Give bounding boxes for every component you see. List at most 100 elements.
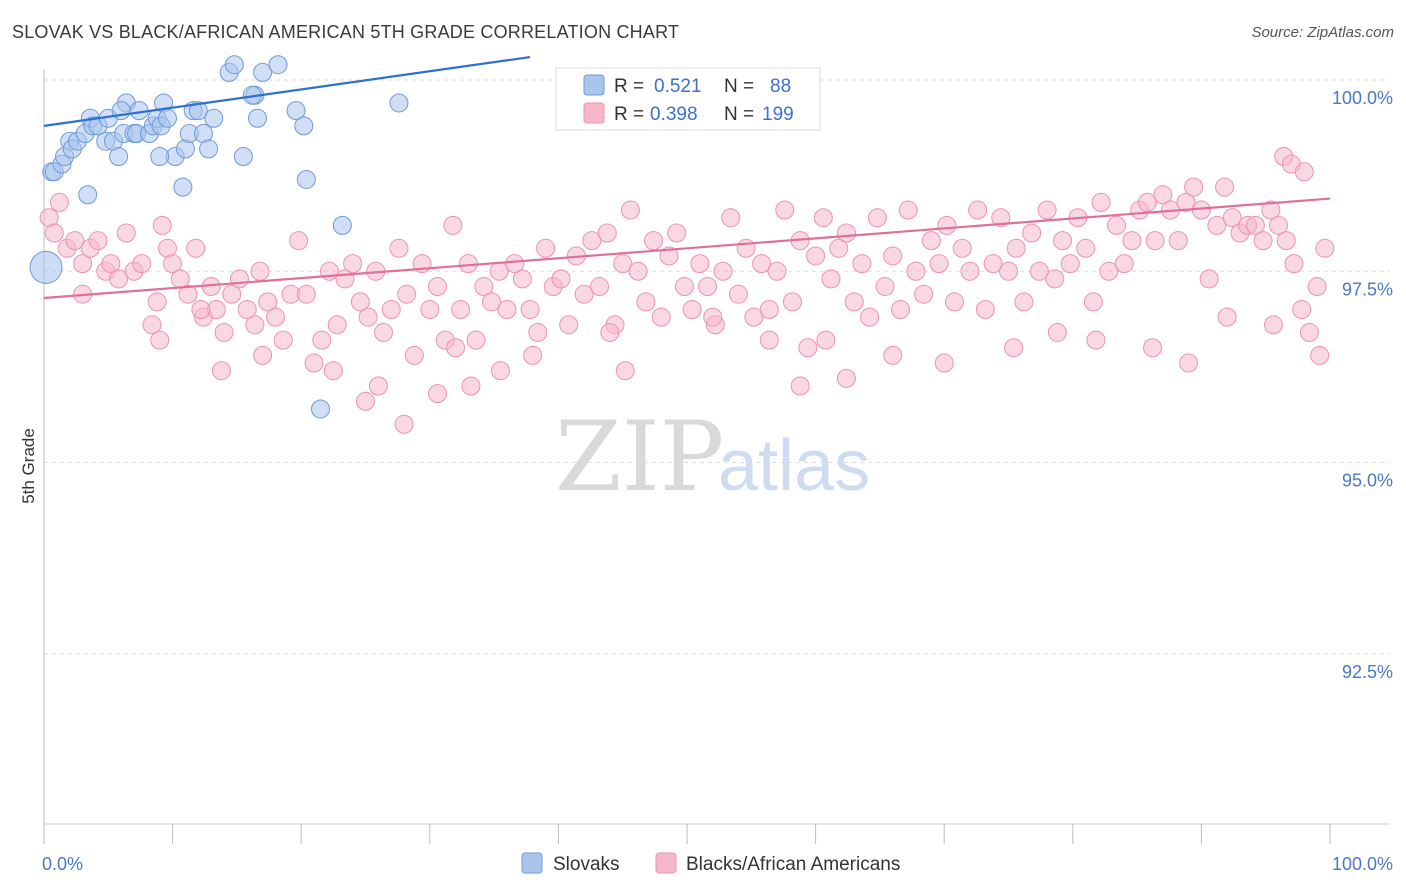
legend-r-value-2: 0.398	[650, 104, 698, 125]
blacks-point-166	[1299, 322, 1319, 342]
legend-n-label-2: N =	[724, 104, 754, 125]
source-label: Source: ZipAtlas.com	[1251, 24, 1394, 41]
blacks-point-147	[1153, 185, 1173, 205]
blacks-point-120	[944, 292, 964, 312]
blacks-point-16	[152, 215, 172, 235]
blacks-point-9	[101, 254, 121, 274]
slovaks-point-35	[204, 108, 224, 128]
watermark: ZIP atlas	[555, 401, 870, 513]
legend-bottom-swatch-blacks	[655, 852, 677, 874]
blacks-point-52	[420, 300, 440, 319]
blacks-point-29	[245, 315, 265, 335]
blacks-point-186	[1047, 322, 1067, 342]
blacks-point-75	[597, 223, 617, 243]
blacks-point-43	[350, 292, 370, 312]
blacks-point-83	[659, 246, 679, 266]
slovaks-point-89	[332, 215, 352, 235]
blacks-point-125	[983, 254, 1003, 274]
blacks-point-189	[1179, 353, 1199, 373]
y-tick-label-3: 92.5%	[1342, 662, 1393, 682]
legend-n-label-1: N =	[724, 76, 754, 97]
blacks-point-86	[682, 300, 702, 319]
legend-r-value-1: 0.521	[654, 76, 702, 97]
blacks-point-95	[752, 254, 772, 274]
blacks-point-116	[914, 284, 934, 304]
chart-title: SLOVAK VS BLACK/AFRICAN AMERICAN 5TH GRA…	[12, 22, 680, 42]
blacks-point-168	[1315, 238, 1335, 258]
blacks-point-81	[644, 231, 664, 251]
blacks-point-187	[1086, 330, 1106, 350]
slovaks-point-50	[294, 116, 314, 136]
blacks-point-72	[574, 284, 594, 304]
blacks-point-143	[1122, 231, 1142, 251]
watermark-atlas: atlas	[718, 426, 870, 506]
blacks-point-138	[1083, 292, 1103, 312]
blacks-point-146	[1145, 231, 1165, 251]
watermark-zip: ZIP	[555, 401, 724, 513]
blacks-point-159	[1245, 215, 1265, 235]
blacks-point-115	[906, 261, 926, 281]
x-axis-labels: 0.0% 100.0%	[42, 854, 1393, 874]
slovaks-point-94	[310, 399, 330, 419]
blacks-point-85	[674, 277, 694, 297]
blacks-point-162	[1269, 215, 1289, 235]
blacks-point-67	[536, 238, 556, 258]
blacks-point-130	[1022, 223, 1042, 243]
blacks-point-160	[1253, 231, 1273, 251]
blacks-point-153	[1199, 269, 1219, 289]
blacks-point-56	[451, 300, 471, 319]
legend-stats: R = 0.521 N = 88 R = 0.398 N = 199	[555, 67, 821, 131]
blacks-point-38	[312, 330, 332, 350]
blacks-point-165	[1292, 300, 1312, 319]
blacks-point-174	[323, 361, 343, 381]
legend-n-value-2: 199	[762, 104, 794, 125]
blacks-point-140	[1099, 261, 1119, 281]
blacks-point-79	[628, 261, 648, 281]
blacks-point-114	[898, 200, 918, 220]
blacks-point-50	[404, 345, 424, 365]
legend-bottom-swatch-slovaks	[521, 852, 543, 874]
blacks-point-57	[458, 254, 478, 274]
blacks-point-118	[929, 254, 949, 274]
blacks-point-156	[1222, 208, 1242, 228]
blacks-point-149	[1168, 231, 1188, 251]
blacks-point-188	[1143, 338, 1163, 358]
slovaks-trend-line	[43, 55, 531, 127]
blacks-point-190	[1217, 307, 1237, 327]
blacks-point-36	[296, 284, 316, 304]
blacks-point-65	[520, 300, 540, 319]
legend-swatch-blacks	[583, 102, 605, 124]
blacks-point-106	[836, 223, 856, 243]
blacks-point-192	[1310, 345, 1330, 365]
blacks-point-93	[736, 238, 756, 258]
blacks-point-33	[273, 330, 293, 350]
blacks-point-196	[368, 376, 388, 396]
blacks-point-163	[1276, 231, 1296, 251]
blacks-point-179	[523, 345, 543, 365]
y-tick-label-2: 95.0%	[1342, 471, 1393, 491]
blacks-point-129	[1014, 292, 1034, 312]
blacks-point-103	[813, 208, 833, 228]
slovaks-point-26	[157, 108, 177, 128]
blacks-point-133	[1045, 269, 1065, 289]
blacks-point-53	[428, 277, 448, 297]
blacks-point-94	[744, 307, 764, 327]
blacks-point-134	[1053, 231, 1073, 251]
blacks-point-123	[968, 200, 988, 220]
blacks-point-108	[852, 254, 872, 274]
blacks-point-11	[116, 223, 136, 243]
trend-lines	[43, 55, 1331, 300]
y-tick-label-1: 97.5%	[1342, 279, 1393, 299]
blacks-point-101	[798, 338, 818, 358]
blacks-point-40	[327, 315, 347, 335]
blacks-point-172	[150, 330, 170, 350]
blacks-point-142	[1114, 254, 1134, 274]
blacks-point-74	[590, 277, 610, 297]
legend-bottom-label-slovaks: Slovaks	[553, 854, 620, 875]
blacks-point-182	[836, 368, 856, 388]
blacks-point-107	[844, 292, 864, 312]
blacks-point-171	[1294, 162, 1314, 182]
blacks-point-201	[759, 330, 779, 350]
blacks-point-13	[132, 254, 152, 274]
slovaks-point-15	[109, 147, 129, 166]
